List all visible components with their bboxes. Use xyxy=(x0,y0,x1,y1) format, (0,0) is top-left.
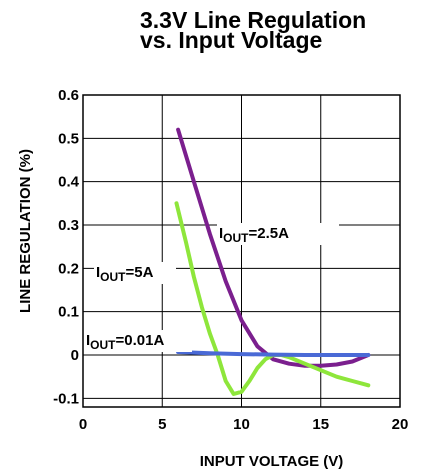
y-tick-label: 0 xyxy=(71,347,79,364)
series-line-2 xyxy=(176,350,371,357)
x-tick-label: 0 xyxy=(79,416,87,433)
series-line-0 xyxy=(176,127,371,368)
series-label-bg xyxy=(84,330,192,352)
chart-title-line-2: vs. Input Voltage xyxy=(140,27,323,53)
y-tick-label: 0.6 xyxy=(58,87,79,104)
series-label-0: IOUT=2.5A xyxy=(219,225,289,245)
y-tick-label: -0.1 xyxy=(53,390,79,407)
series-line-1 xyxy=(174,201,371,396)
x-tick-label: 20 xyxy=(392,416,409,433)
y-axis-label: LINE REGULATION (%) xyxy=(17,149,34,313)
y-tick-label: 0.1 xyxy=(58,304,79,321)
chart-title-line-1: 3.3V Line Regulation xyxy=(140,7,367,33)
y-tick-label: 0.2 xyxy=(58,260,79,277)
series-label-1: IOUT=5A xyxy=(96,264,154,284)
y-tick-label: 0.4 xyxy=(58,174,80,191)
x-axis-label: INPUT VOLTAGE (V) xyxy=(200,453,344,470)
series-label-2: IOUT=0.01A xyxy=(86,332,164,352)
series-label-bg xyxy=(217,223,339,245)
x-tick-label: 5 xyxy=(158,416,166,433)
x-tick-label: 15 xyxy=(312,416,329,433)
y-tick-label: 0.5 xyxy=(58,130,79,147)
y-tick-label: 0.3 xyxy=(58,217,79,234)
series-label-bg xyxy=(94,262,176,284)
x-tick-label: 10 xyxy=(233,416,250,433)
